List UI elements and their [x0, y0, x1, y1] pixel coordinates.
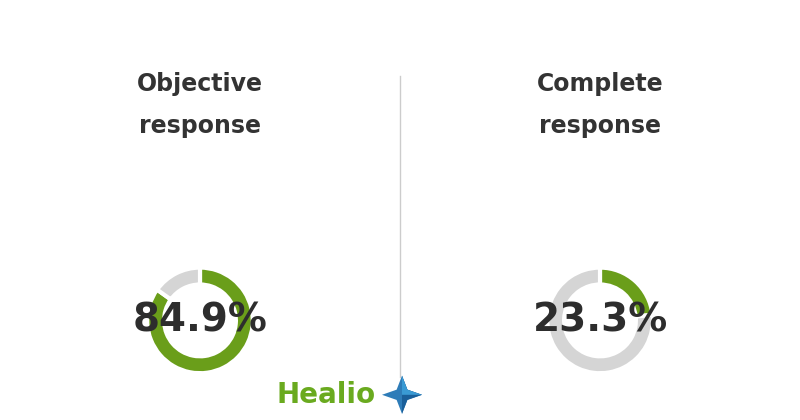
- Text: Healio: Healio: [277, 381, 376, 409]
- Text: response: response: [139, 114, 261, 138]
- Wedge shape: [600, 268, 653, 317]
- Polygon shape: [382, 376, 422, 414]
- Wedge shape: [157, 268, 200, 299]
- Polygon shape: [402, 376, 422, 414]
- Wedge shape: [147, 268, 253, 373]
- Wedge shape: [547, 268, 653, 373]
- Text: 84.9%: 84.9%: [133, 302, 267, 339]
- Text: 23.3%: 23.3%: [532, 302, 668, 339]
- Text: Objective: Objective: [137, 72, 263, 96]
- Polygon shape: [402, 376, 422, 395]
- Text: Response rates to neoadjuvant PD-1 inhibitors: Response rates to neoadjuvant PD-1 inhib…: [124, 23, 676, 42]
- Text: Complete: Complete: [537, 72, 663, 96]
- Text: response: response: [539, 114, 661, 138]
